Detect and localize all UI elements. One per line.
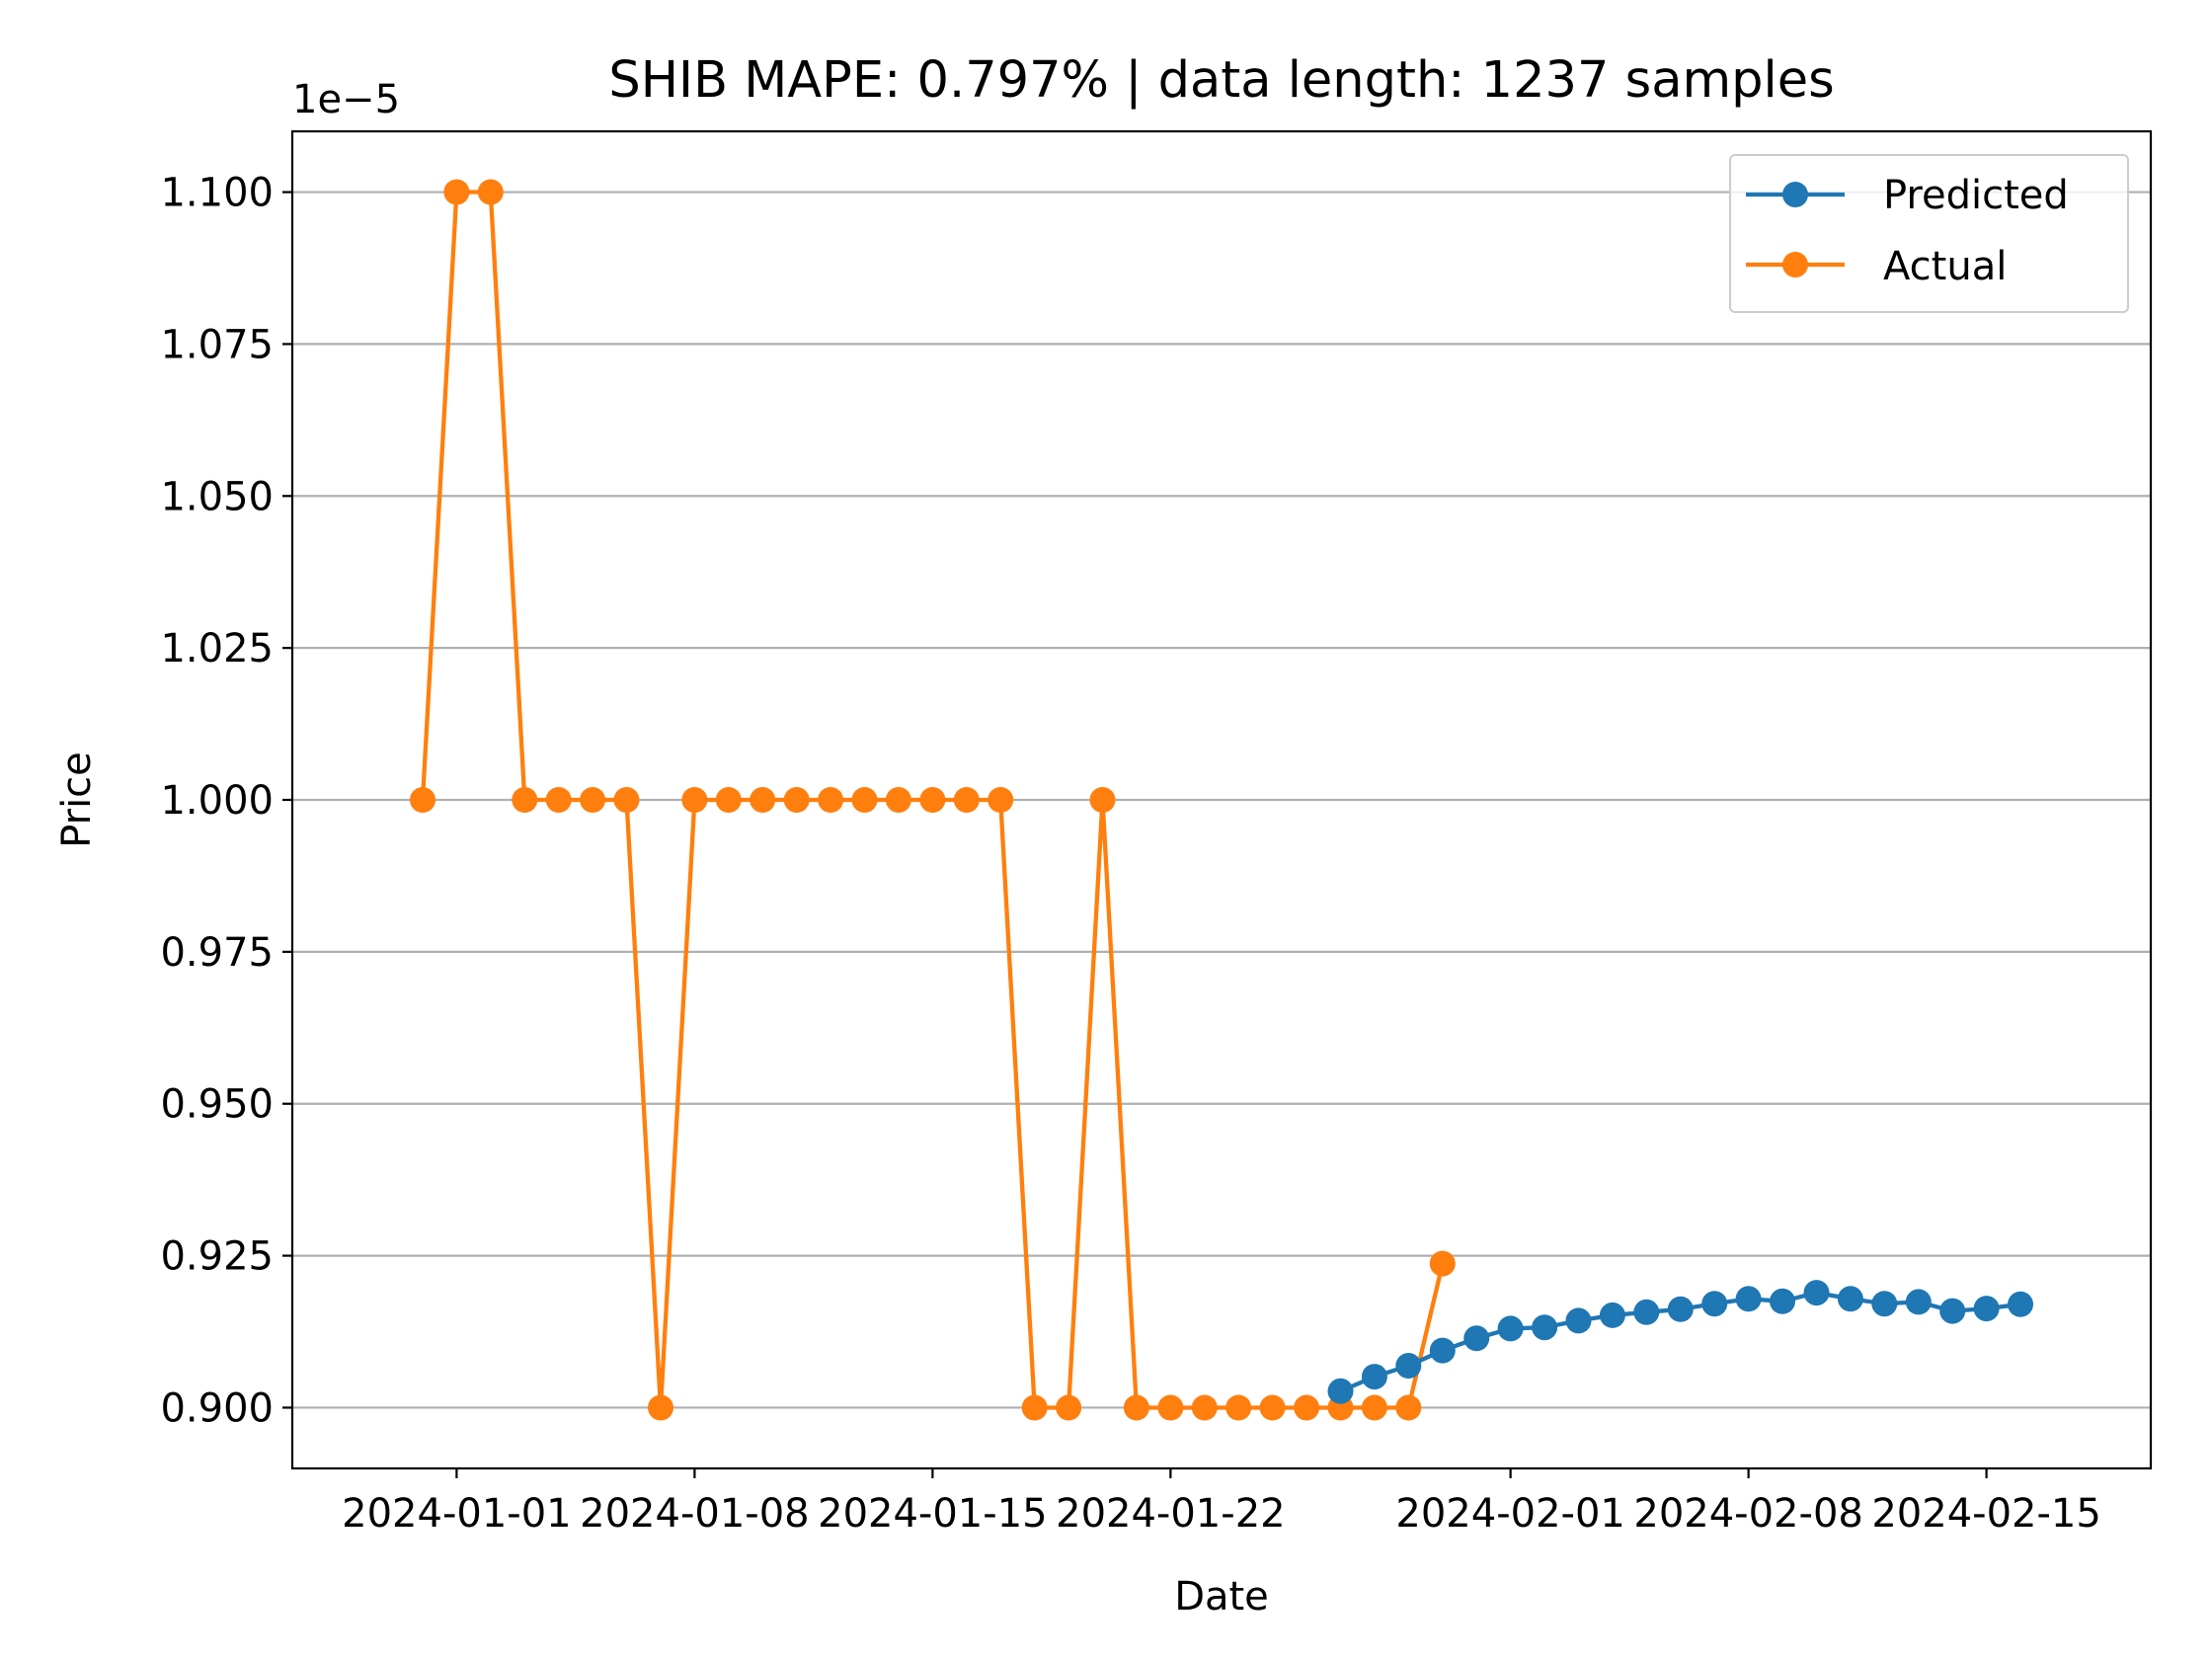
- x-axis-ticks: 2024-01-01 2024-01-08 2024-01-15 2024-01-22…: [342, 1468, 2101, 1537]
- predicted-point: [1939, 1298, 1966, 1324]
- x-axis-label: Date: [1174, 1574, 1269, 1620]
- actual-point: [1089, 787, 1116, 813]
- actual-point: [681, 787, 708, 813]
- predicted-point: [1837, 1286, 1863, 1312]
- legend-predicted-label: Predicted: [1883, 173, 2069, 218]
- x-tick-label: 2024-01-15: [818, 1491, 1047, 1537]
- x-tick-label: 2024-02-01: [1395, 1491, 1624, 1537]
- y-tick-label: 0.975: [160, 930, 274, 976]
- actual-point: [580, 787, 606, 813]
- y-tick-label: 1.000: [160, 778, 274, 824]
- predicted-point: [1871, 1291, 1898, 1317]
- predicted-point: [1803, 1280, 1830, 1306]
- y-gridlines: [292, 191, 2151, 1409]
- predicted-point: [1735, 1286, 1762, 1312]
- actual-point: [1123, 1394, 1149, 1421]
- y-tick-label: 0.950: [160, 1082, 274, 1128]
- plot-frame: [290, 129, 2153, 1470]
- actual-point: [512, 787, 538, 813]
- actual-point: [1056, 1394, 1082, 1421]
- predicted-point: [1701, 1291, 1728, 1317]
- predicted-point: [1905, 1289, 1932, 1315]
- actual-point: [1294, 1394, 1320, 1421]
- predicted-series: [1327, 1280, 2033, 1404]
- legend-actual-label: Actual: [1883, 244, 2007, 289]
- predicted-point: [1497, 1315, 1524, 1342]
- x-tick-label: 2024-01-22: [1056, 1491, 1285, 1537]
- y-tick-label: 1.050: [160, 474, 274, 519]
- actual-point: [613, 787, 640, 813]
- actual-point: [750, 787, 776, 813]
- predicted-point: [1667, 1296, 1694, 1322]
- actual-point: [545, 787, 572, 813]
- actual-point: [1395, 1394, 1422, 1421]
- legend-predicted-marker: [1782, 182, 1808, 207]
- actual-point: [1225, 1394, 1252, 1421]
- predicted-point: [1565, 1307, 1592, 1334]
- actual-point: [988, 787, 1014, 813]
- actual-series: [410, 179, 1456, 1421]
- predicted-point: [1327, 1378, 1354, 1404]
- actual-point: [715, 787, 742, 813]
- legend-actual-marker: [1782, 252, 1808, 277]
- chart-title: SHIB MAPE: 0.797% | data length: 1237 sa…: [608, 51, 1834, 110]
- x-tick-label: 2024-01-08: [580, 1491, 809, 1537]
- y-tick-label: 1.075: [160, 322, 274, 367]
- actual-point: [783, 787, 810, 813]
- actual-point: [851, 787, 878, 813]
- actual-point: [1259, 1394, 1286, 1421]
- actual-point: [1429, 1250, 1456, 1277]
- predicted-point: [2008, 1291, 2033, 1317]
- predicted-point: [1361, 1364, 1387, 1390]
- y-axis-label: Price: [54, 751, 100, 848]
- predicted-point: [1429, 1337, 1456, 1364]
- legend: Predicted Actual: [1729, 154, 2129, 313]
- y-tick-label: 0.925: [160, 1234, 274, 1280]
- predicted-point: [1770, 1288, 1795, 1314]
- actual-point: [410, 787, 435, 813]
- actual-point: [1157, 1394, 1184, 1421]
- actual-point: [477, 179, 504, 205]
- y-tick-label: 1.100: [160, 171, 274, 216]
- predicted-point: [1395, 1353, 1422, 1379]
- y-tick-label: 1.025: [160, 626, 274, 672]
- actual-point: [919, 787, 946, 813]
- actual-point: [1361, 1394, 1387, 1421]
- x-tick-label: 2024-02-15: [1871, 1491, 2100, 1537]
- x-tick-label: 2024-01-01: [342, 1491, 571, 1537]
- x-tick-label: 2024-02-08: [1633, 1491, 1862, 1537]
- predicted-point: [1599, 1302, 1625, 1328]
- actual-point: [1021, 1394, 1048, 1421]
- predicted-point: [1633, 1299, 1660, 1325]
- predicted-point: [1532, 1314, 1558, 1341]
- actual-point: [443, 179, 470, 205]
- y-axis-offset-label: 1e−5: [292, 77, 400, 122]
- predicted-point: [1973, 1296, 2000, 1322]
- actual-point: [953, 787, 980, 813]
- actual-point: [648, 1394, 673, 1421]
- actual-point: [818, 787, 844, 813]
- actual-point: [885, 787, 911, 813]
- y-tick-label: 0.900: [160, 1385, 274, 1431]
- predicted-point: [1463, 1325, 1490, 1352]
- y-axis-ticks: 0.900 0.925 0.950 0.975 1.000 1.025 1.050 1.075…: [160, 171, 292, 1431]
- actual-point: [1191, 1394, 1218, 1421]
